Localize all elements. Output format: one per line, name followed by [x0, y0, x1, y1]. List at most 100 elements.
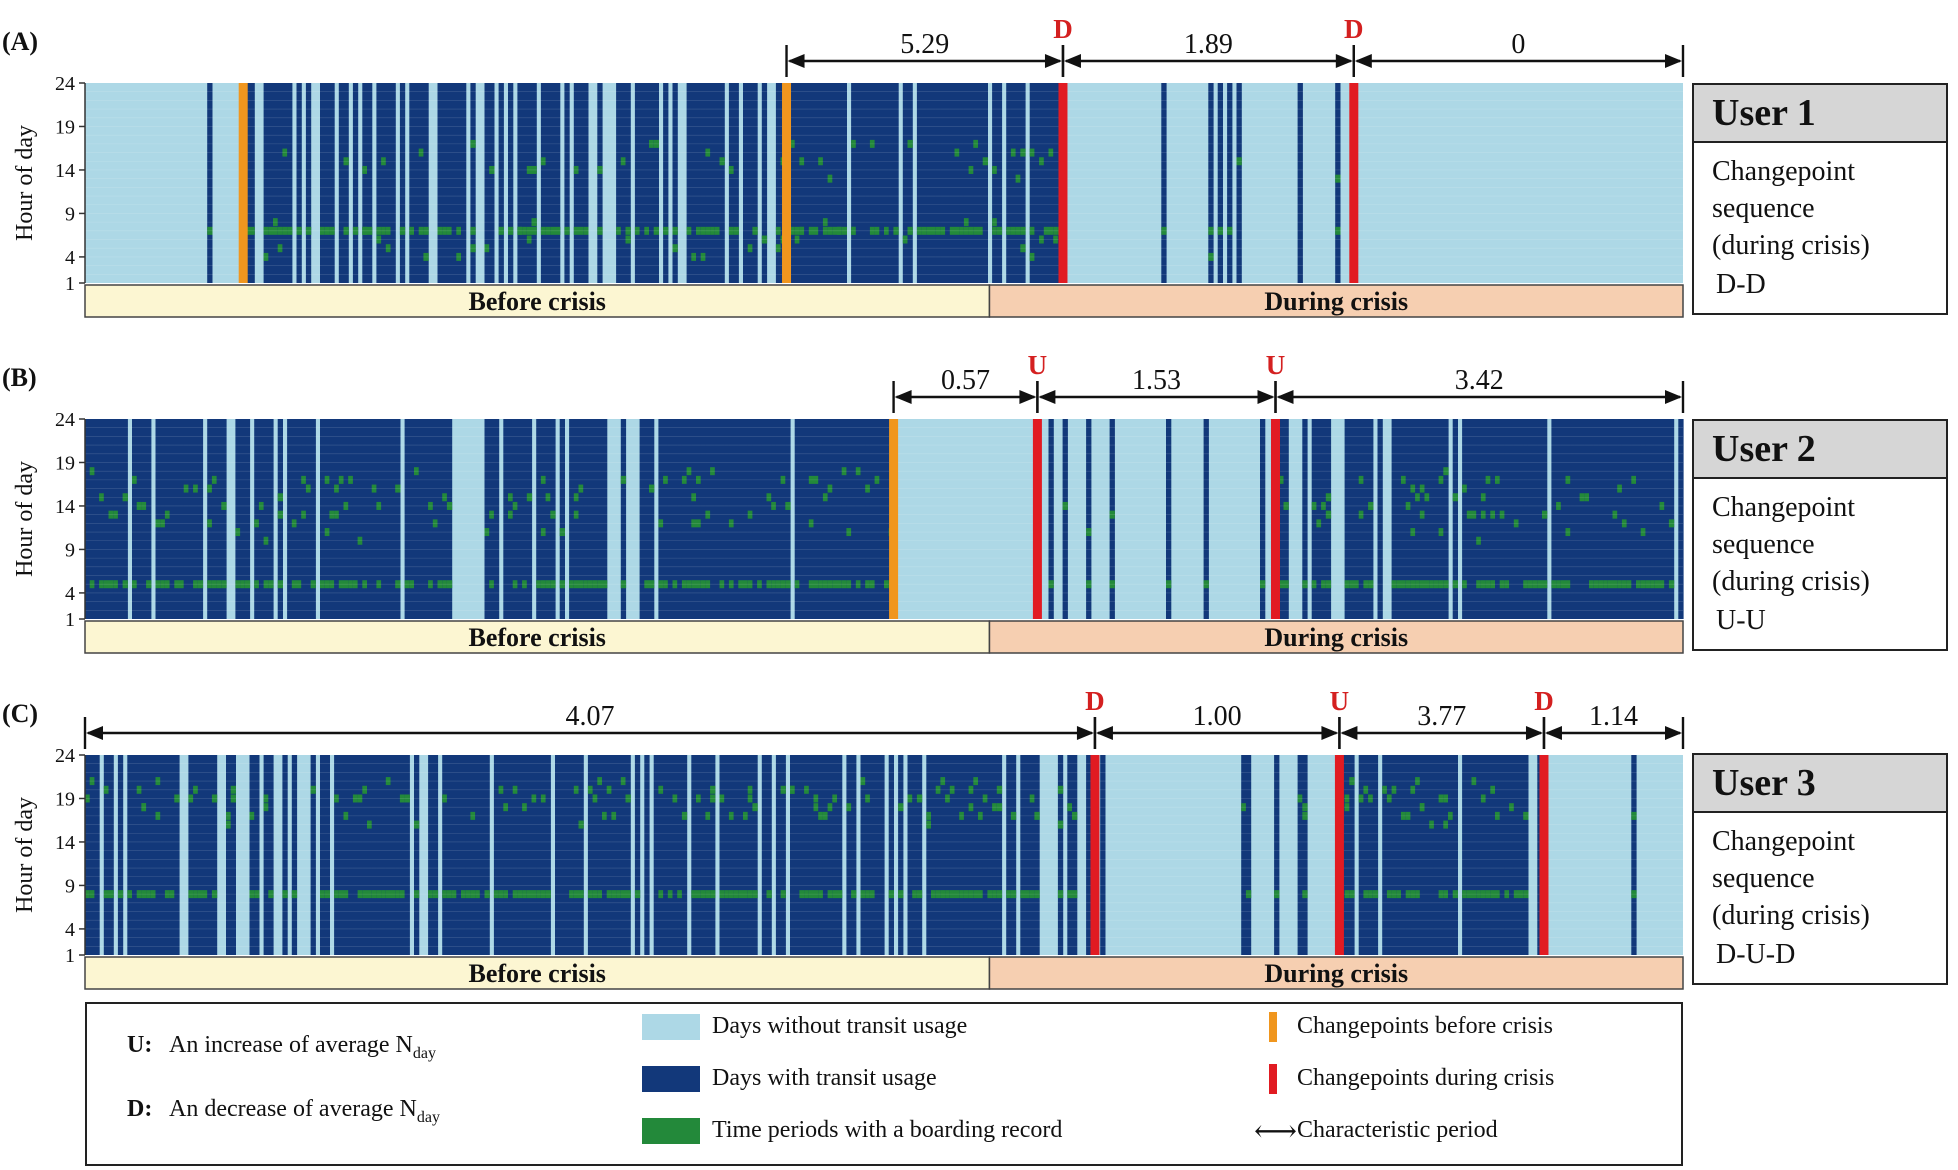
boarding-cell	[691, 580, 697, 589]
usage-day-column	[146, 755, 152, 955]
boarding-cell	[724, 890, 730, 899]
usage-day-column	[634, 83, 641, 283]
usage-day-column	[437, 419, 443, 619]
usage-day-column	[1415, 419, 1421, 619]
changepoint-during	[1032, 419, 1042, 619]
usage-day-column	[461, 755, 467, 955]
boarding-cell	[287, 226, 293, 235]
usage-day-column	[174, 419, 180, 619]
boarding-cell	[1593, 580, 1599, 589]
boarding-cell	[916, 794, 923, 803]
boarding-cell	[959, 890, 965, 899]
usage-day-column	[1410, 755, 1416, 955]
boarding-cell	[1325, 580, 1332, 589]
legend-bar-cp-during	[1269, 1064, 1277, 1094]
boarding-cell	[822, 580, 829, 589]
usage-day-column	[837, 83, 843, 283]
boarding-cell	[146, 890, 152, 899]
usage-day-column	[484, 83, 490, 283]
usage-day-column	[1358, 419, 1364, 619]
usage-day-column	[296, 83, 302, 283]
boarding-cell	[540, 475, 547, 484]
usage-day-column	[376, 419, 382, 619]
boarding-cell	[1386, 794, 1393, 803]
usage-day-column	[926, 83, 932, 283]
usage-day-column	[578, 83, 584, 283]
boarding-cell	[155, 580, 161, 589]
boarding-cell	[1542, 580, 1548, 589]
boarding-cell	[869, 139, 876, 148]
boarding-cell	[296, 226, 302, 235]
boarding-cell	[573, 890, 580, 899]
boarding-cell	[174, 580, 180, 589]
usage-day-column	[780, 755, 786, 955]
boarding-cell	[305, 484, 312, 493]
boarding-cell	[343, 580, 349, 589]
arrowhead-right	[1321, 726, 1339, 740]
usage-day-column	[1570, 419, 1576, 619]
usage-day-column	[1504, 755, 1510, 955]
boarding-cell	[649, 580, 655, 589]
boarding-cell	[644, 226, 650, 235]
usage-day-column	[940, 755, 946, 955]
y-tick-label: 9	[65, 203, 75, 225]
boarding-cell	[395, 484, 401, 493]
boarding-cell	[179, 580, 185, 589]
before-crisis-label: Before crisis	[469, 959, 606, 988]
y-tick-label: 24	[55, 745, 75, 767]
legend-cp-before: Changepoints before crisis	[1297, 1013, 1553, 1039]
boarding-cell	[1302, 580, 1308, 589]
boarding-cell	[1067, 803, 1073, 812]
usage-day-column	[456, 755, 462, 955]
boarding-cell	[893, 226, 899, 235]
boarding-cell	[710, 226, 716, 235]
boarding-cell	[1344, 794, 1350, 803]
usage-day-column	[489, 83, 495, 283]
boarding-cell	[1532, 580, 1538, 589]
usage-day-column	[263, 83, 269, 283]
boarding-cell	[841, 467, 847, 476]
boarding-cell	[1020, 226, 1026, 235]
panel-2: (B) U U 0.57 1.53 3.42 24 19 14 9 4 1 Hour of day Bef…	[2, 350, 1685, 654]
boarding-cell	[489, 165, 495, 174]
boarding-cell	[1302, 811, 1308, 820]
arrowhead-right	[1076, 726, 1094, 740]
boarding-cell	[414, 890, 420, 899]
usage-day-column	[1598, 419, 1604, 619]
usage-day-column	[484, 755, 490, 955]
changepoint-label: U	[1266, 350, 1286, 380]
usage-day-column	[954, 83, 960, 283]
boarding-cell	[1598, 580, 1604, 589]
boarding-cell	[85, 794, 91, 803]
boarding-cell	[470, 139, 476, 148]
boarding-cell	[611, 811, 617, 820]
boarding-cell	[672, 244, 678, 253]
usage-day-column	[869, 755, 876, 955]
usage-day-column	[1527, 419, 1534, 619]
usage-day-column	[978, 83, 984, 283]
usage-day-column	[357, 419, 363, 619]
boarding-cell	[945, 890, 951, 899]
boarding-cell	[522, 890, 528, 899]
usage-day-column	[813, 83, 819, 283]
usage-day-column	[1344, 755, 1350, 955]
usage-day-column	[1368, 755, 1374, 955]
boarding-cell	[207, 226, 213, 235]
boarding-cell	[446, 501, 453, 510]
boarding-cell	[146, 580, 152, 589]
boarding-cell	[108, 510, 114, 519]
boarding-cell	[752, 226, 758, 235]
y-tick-label: 19	[55, 116, 75, 138]
usage-day-column	[1631, 419, 1637, 619]
boarding-cell	[442, 890, 448, 899]
boarding-cell	[813, 803, 819, 812]
boarding-cell	[996, 803, 1003, 812]
boarding-cell	[117, 890, 124, 899]
usage-day-column	[898, 755, 904, 955]
usage-day-column	[85, 419, 91, 619]
boarding-cell	[1645, 580, 1651, 589]
usage-day-column	[837, 419, 843, 619]
usage-day-column	[752, 83, 758, 283]
boarding-cell	[705, 811, 711, 820]
boarding-cell	[545, 890, 551, 899]
